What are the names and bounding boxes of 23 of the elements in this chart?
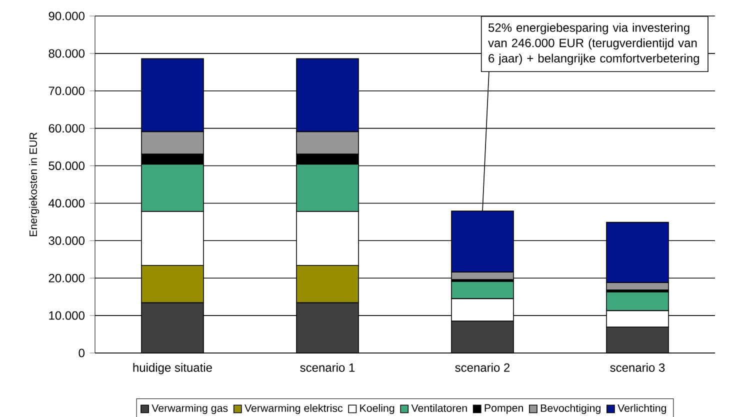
x-tick-label: huidige situatie — [133, 363, 212, 374]
y-tick-label: 50.000 — [48, 162, 84, 170]
y-tick-label: 70.000 — [48, 86, 84, 96]
y-tick-label: 40.000 — [48, 198, 84, 208]
legend-label: Bevochtiging — [540, 404, 600, 414]
x-tick-label: scenario 3 — [610, 363, 665, 372]
legend-label: Koeling — [360, 404, 394, 414]
annotation: 52% energiebesparing via investering van 246.000 EUR (terugverdientijd van 6 jaar) + belangrijke comfortverbetering — [488, 23, 699, 65]
legend-label: Verwarming elektrisc — [244, 404, 343, 414]
y-tick-label: 60.000 — [48, 124, 84, 133]
y-tick-label: 0 — [78, 348, 85, 358]
legend-label: Verwarming gas — [152, 404, 228, 414]
y-tick-label: 10.000 — [49, 311, 84, 320]
legend-label: Ventilatoren — [411, 404, 467, 412]
y-tick-label: 90.000 — [48, 12, 84, 20]
x-tick-label: scenario 1 — [300, 363, 355, 372]
legend-label: Verlichting — [618, 404, 666, 414]
y-axis-title: Energiekosten in EUR — [29, 132, 40, 236]
x-tick-label: scenario 2 — [455, 363, 510, 372]
y-tick-label: 20.000 — [48, 274, 84, 282]
legend-label: Pompen — [484, 404, 524, 414]
y-tick-label: 80.000 — [48, 49, 84, 58]
y-tick-label: 30.000 — [48, 236, 84, 245]
